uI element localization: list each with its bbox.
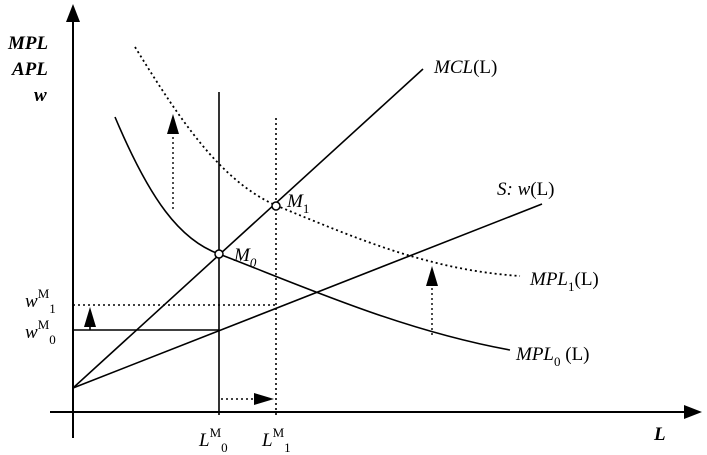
supply-label: S: w(L) [497, 180, 555, 199]
m1-point [271, 201, 281, 211]
m0-label-main: M [234, 245, 250, 266]
mcl-label-arg: (L) [473, 57, 498, 78]
supply-curve [72, 203, 543, 389]
m0-label-sub: 0 [249, 255, 257, 270]
y-axis-label-mpl: MPL [8, 33, 49, 54]
x-axis-arrowhead [684, 405, 702, 419]
mpl1-label: MPL1(L) [530, 269, 599, 293]
l1-tick-main: L [262, 430, 273, 451]
w0-tick-label: wM0 [25, 318, 56, 346]
y-axis-label-w: w [34, 85, 47, 106]
mpl0-curve [114, 116, 511, 351]
mcl-curve [72, 68, 424, 389]
mcl-label-main: MCL [434, 57, 474, 78]
m0-label: M0 [234, 245, 256, 269]
y-axis-label-apl: APL [12, 59, 48, 80]
mcl-label: MCL(L) [434, 58, 497, 77]
employment-shift-arrowhead [254, 393, 274, 405]
w1-tick-main: w [25, 291, 38, 312]
l1-tick-label: LM1 [262, 426, 291, 454]
mpl0-label: MPL0 (L) [516, 344, 590, 368]
m0-point [214, 249, 224, 259]
l1-tick-sub: 1 [284, 440, 291, 455]
l0-tick-sub: 0 [221, 440, 228, 455]
mpl-shift-arrowhead-right [426, 266, 438, 286]
w0-tick-sub: 0 [49, 332, 56, 347]
w1-tick-sub: 1 [49, 301, 56, 316]
supply-label-main: S: w [497, 179, 531, 200]
mpl1-label-arg: (L) [574, 269, 599, 290]
mpl1-label-sub: 1 [568, 279, 575, 294]
l0-tick-label: LM0 [199, 426, 228, 454]
w0-tick-main: w [25, 322, 38, 343]
w1-tick-sup: M [37, 286, 50, 301]
w1-tick-label: wM1 [25, 287, 56, 315]
x-axis-label: L [654, 424, 666, 445]
mpl-shift-arrowhead-left [167, 114, 179, 134]
mpl1-label-main: MPL [530, 269, 568, 290]
mpl0-label-main: MPL [516, 344, 554, 365]
mpl0-label-arg: (L) [560, 344, 590, 365]
w0-tick-sup: M [37, 317, 50, 332]
y-axis-arrowhead [66, 4, 80, 22]
wage-shift-arrowhead [84, 307, 96, 327]
supply-label-arg: (L) [530, 179, 555, 200]
l0-tick-main: L [199, 430, 210, 451]
mpl1-curve [134, 46, 521, 277]
m1-label-sub: 1 [302, 201, 310, 216]
l0-tick-sup: M [209, 425, 222, 440]
m1-label-main: M [287, 191, 303, 212]
l1-tick-sup: M [272, 425, 285, 440]
mpl0-label-sub: 0 [554, 354, 561, 369]
m1-label: M1 [287, 191, 309, 215]
